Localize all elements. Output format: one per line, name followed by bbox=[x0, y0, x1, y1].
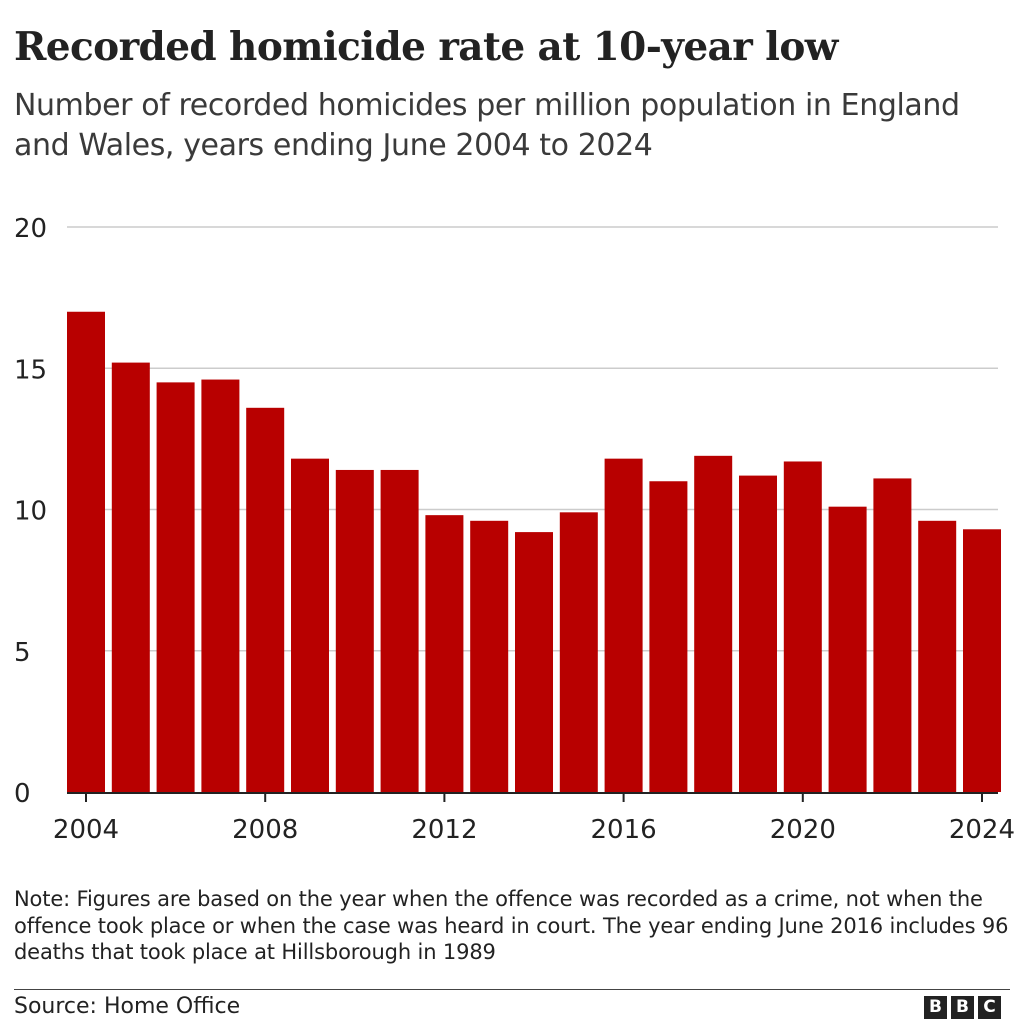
y-axis-tick-labels: 0 5 10 15 20 bbox=[14, 214, 47, 809]
y-tick-label: 20 bbox=[14, 214, 47, 244]
bar-2018 bbox=[694, 455, 733, 792]
bbc-logo: B B C bbox=[920, 996, 1001, 1019]
bar-2009 bbox=[291, 458, 329, 792]
footer-divider bbox=[14, 989, 1010, 990]
bar-2004 bbox=[67, 311, 105, 792]
bar-2020 bbox=[783, 461, 822, 792]
chart-subtitle: Number of recorded homicides per million… bbox=[14, 88, 960, 163]
bar-2019 bbox=[739, 475, 777, 792]
x-tick-label: 2004 bbox=[53, 815, 119, 845]
bar-2017 bbox=[649, 481, 688, 792]
bar-2024 bbox=[963, 529, 1001, 792]
bar-2006 bbox=[156, 382, 195, 792]
bars bbox=[67, 311, 1001, 792]
x-axis-ticks bbox=[85, 793, 983, 802]
bar-2023 bbox=[918, 520, 957, 792]
bar-2005 bbox=[111, 362, 150, 792]
bar-2010 bbox=[335, 469, 374, 792]
source-label: Source: Home Office bbox=[14, 994, 241, 1019]
bar-2021 bbox=[828, 506, 867, 792]
y-tick-label: 15 bbox=[14, 355, 47, 385]
bar-2015 bbox=[559, 512, 598, 792]
x-axis-tick-labels: 2004 2008 2012 2016 2020 2024 bbox=[53, 815, 1015, 845]
bar-2016 bbox=[604, 458, 643, 792]
x-tick-label: 2008 bbox=[232, 815, 298, 845]
x-tick-label: 2024 bbox=[949, 815, 1015, 845]
y-tick-label: 10 bbox=[14, 497, 47, 527]
chart-title: Recorded homicide rate at 10-year low bbox=[14, 24, 838, 70]
chart-note: Note: Figures are based on the year when… bbox=[14, 887, 1009, 964]
bbc-logo-letter: C bbox=[978, 996, 1001, 1019]
x-tick-label: 2012 bbox=[411, 815, 477, 845]
bar-2022 bbox=[873, 478, 912, 792]
bar-2014 bbox=[515, 532, 553, 792]
bar-2011 bbox=[380, 469, 419, 792]
bbc-logo-letter: B bbox=[924, 996, 947, 1019]
bbc-logo-letter: B bbox=[951, 996, 974, 1019]
y-tick-label: 0 bbox=[14, 779, 31, 809]
x-tick-label: 2016 bbox=[591, 815, 657, 845]
x-tick-label: 2020 bbox=[770, 815, 836, 845]
bar-2008 bbox=[246, 407, 285, 792]
y-tick-label: 5 bbox=[14, 638, 31, 668]
bar-2013 bbox=[470, 520, 509, 792]
bar-chart: 0 5 10 15 20 2004 2008 2012 2016 2020 2024 bbox=[14, 214, 1015, 845]
bar-2012 bbox=[425, 515, 464, 792]
bar-2007 bbox=[201, 379, 240, 792]
